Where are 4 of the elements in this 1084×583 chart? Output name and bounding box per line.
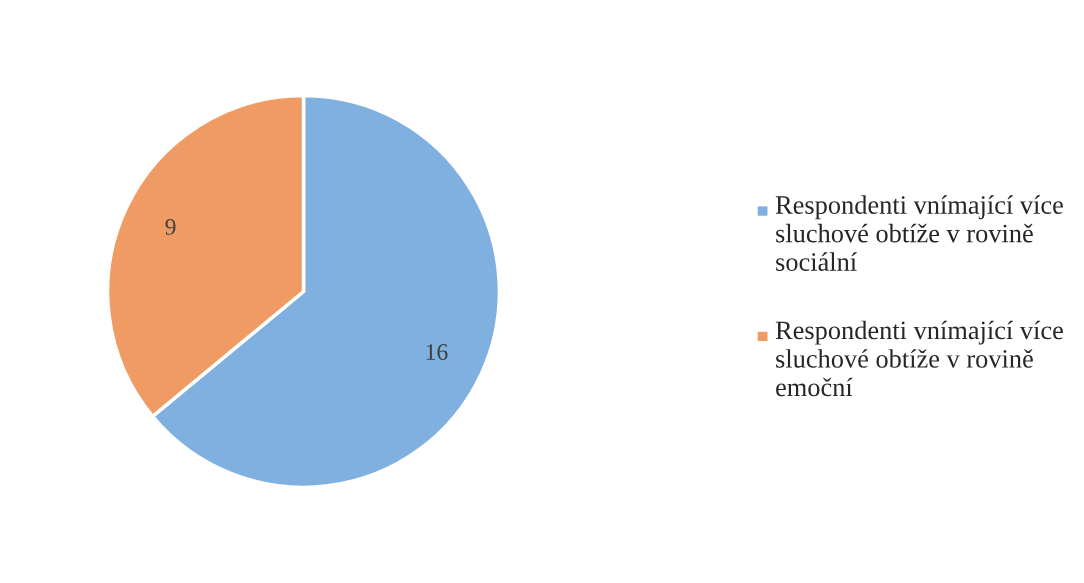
legend-label: Respondenti vnímající více sluchové obtíže v rovině emoční <box>775 320 1063 397</box>
legend-label: Respondenti vnímající více sluchové obtíže v rovině sociální <box>775 195 1063 271</box>
data-label: 9 <box>165 218 176 235</box>
data-label: 16 <box>426 344 448 360</box>
